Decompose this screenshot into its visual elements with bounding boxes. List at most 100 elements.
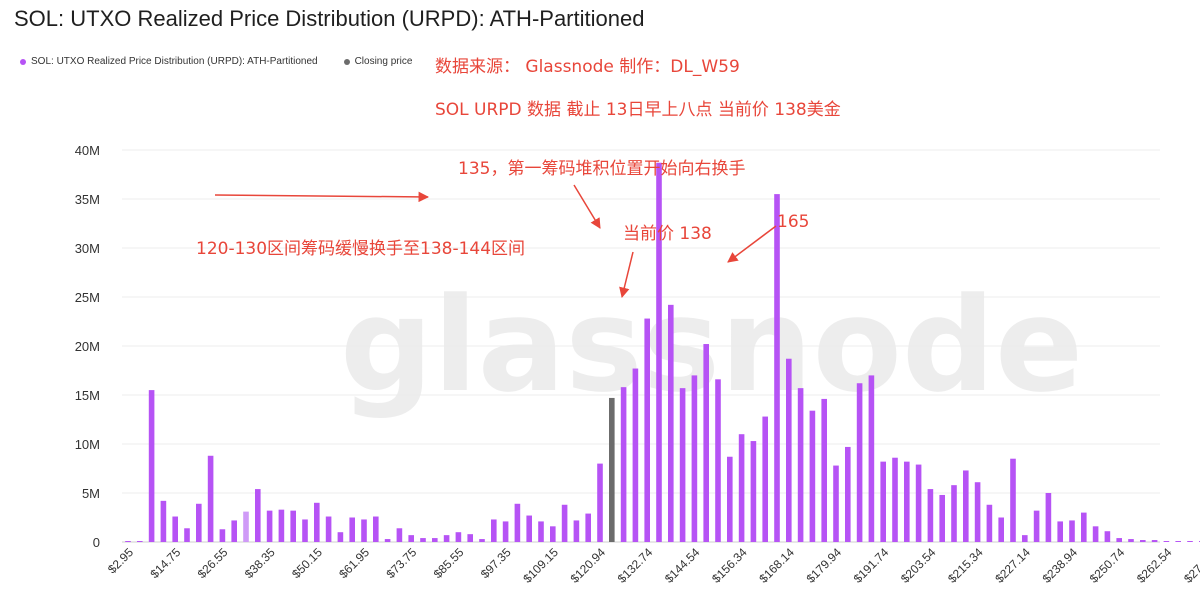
urpd-bar[interactable]: [632, 368, 639, 542]
y-tick-label: 35M: [75, 192, 100, 207]
urpd-bar[interactable]: [656, 162, 662, 543]
urpd-bar[interactable]: [148, 390, 155, 542]
urpd-bar[interactable]: [915, 464, 922, 542]
urpd-bar[interactable]: [1175, 541, 1181, 542]
urpd-bar[interactable]: [892, 457, 898, 542]
y-tick-label: 20M: [75, 339, 100, 354]
urpd-bar[interactable]: [738, 434, 745, 542]
urpd-bar[interactable]: [278, 509, 285, 542]
urpd-bar[interactable]: [550, 526, 556, 542]
urpd-bar[interactable]: [1010, 458, 1016, 542]
urpd-bar[interactable]: [172, 516, 178, 542]
urpd-bar[interactable]: [691, 375, 698, 542]
closing-price-bar[interactable]: [609, 397, 615, 542]
urpd-bar[interactable]: [786, 358, 792, 542]
urpd-bar[interactable]: [491, 519, 497, 542]
urpd-bar[interactable]: [396, 528, 403, 542]
y-tick-label: 30M: [75, 241, 100, 256]
urpd-bar[interactable]: [620, 387, 627, 542]
x-tick-label: $274.34: [1181, 545, 1200, 586]
urpd-bar[interactable]: [880, 461, 886, 542]
urpd-bar[interactable]: [373, 516, 379, 542]
urpd-bar[interactable]: [1151, 540, 1158, 542]
urpd-bar[interactable]: [668, 304, 674, 542]
urpd-bar[interactable]: [420, 538, 426, 542]
legend-item-closing-price[interactable]: Closing price: [343, 56, 412, 67]
urpd-bar[interactable]: [821, 398, 827, 542]
urpd-bar[interactable]: [502, 521, 509, 542]
urpd-bar[interactable]: [974, 482, 981, 542]
urpd-bar[interactable]: [750, 441, 757, 542]
urpd-bar[interactable]: [1187, 541, 1193, 542]
urpd-bar[interactable]: [443, 535, 450, 542]
y-tick-label: 5M: [82, 486, 100, 501]
urpd-bar[interactable]: [927, 489, 934, 542]
urpd-bar[interactable]: [963, 470, 969, 542]
urpd-bar[interactable]: [939, 494, 945, 542]
urpd-bar[interactable]: [1116, 538, 1122, 542]
urpd-bar[interactable]: [703, 344, 709, 542]
urpd-bar[interactable]: [290, 510, 296, 542]
urpd-bar[interactable]: [833, 465, 839, 542]
urpd-bar[interactable]: [1092, 526, 1099, 542]
urpd-bar[interactable]: [951, 485, 957, 542]
urpd-bar[interactable]: [207, 455, 214, 542]
urpd-bar[interactable]: [679, 388, 686, 542]
urpd-bar[interactable]: [526, 515, 532, 542]
urpd-bar[interactable]: [998, 517, 1004, 543]
urpd-bar[interactable]: [160, 500, 167, 542]
urpd-bar[interactable]: [1163, 541, 1170, 542]
urpd-bar[interactable]: [125, 541, 131, 542]
urpd-bar[interactable]: [573, 520, 580, 542]
urpd-bar[interactable]: [219, 529, 226, 542]
urpd-bar[interactable]: [302, 519, 308, 542]
urpd-bar[interactable]: [1045, 493, 1052, 542]
urpd-bar[interactable]: [337, 532, 344, 542]
urpd-bar[interactable]: [1057, 521, 1063, 542]
urpd-bar[interactable]: [561, 504, 568, 542]
legend-item-urpd[interactable]: SOL: UTXO Realized Price Distribution (U…: [20, 56, 318, 67]
urpd-bar[interactable]: [432, 538, 438, 542]
urpd-bar[interactable]: [184, 528, 190, 542]
urpd-bar[interactable]: [904, 461, 910, 542]
urpd-bar[interactable]: [644, 318, 650, 542]
urpd-bar[interactable]: [774, 194, 780, 542]
urpd-bar[interactable]: [845, 446, 851, 542]
urpd-bar[interactable]: [809, 410, 816, 542]
urpd-bar[interactable]: [196, 503, 202, 542]
urpd-bar[interactable]: [137, 541, 143, 542]
urpd-bar[interactable]: [597, 463, 603, 542]
urpd-bar[interactable]: [1104, 531, 1111, 542]
urpd-bar[interactable]: [727, 456, 733, 542]
urpd-bar[interactable]: [762, 416, 768, 542]
urpd-bar[interactable]: [538, 521, 544, 542]
urpd-bar[interactable]: [349, 517, 355, 543]
urpd-bar[interactable]: [986, 504, 993, 542]
urpd-bar[interactable]: [314, 502, 320, 542]
urpd-bar[interactable]: [1128, 539, 1134, 542]
urpd-bar[interactable]: [408, 535, 414, 542]
urpd-bar[interactable]: [868, 375, 875, 542]
urpd-bar[interactable]: [1081, 512, 1087, 542]
urpd-bar[interactable]: [479, 539, 485, 542]
urpd-bar[interactable]: [231, 520, 237, 542]
urpd-bar[interactable]: [384, 539, 391, 542]
urpd-bar[interactable]: [255, 489, 261, 542]
urpd-bar[interactable]: [856, 383, 863, 542]
urpd-bar[interactable]: [325, 516, 332, 542]
urpd-bar[interactable]: [514, 503, 521, 542]
urpd-bar[interactable]: [1022, 535, 1028, 542]
urpd-bar[interactable]: [715, 379, 721, 542]
urpd-bar[interactable]: [361, 519, 367, 542]
urpd-bar[interactable]: [266, 510, 273, 542]
urpd-bar[interactable]: [1140, 540, 1146, 542]
urpd-bar[interactable]: [1033, 510, 1040, 542]
urpd-bar[interactable]: [243, 511, 249, 542]
x-tick-label: $61.95: [336, 545, 372, 581]
x-tick-label: $132.74: [615, 545, 656, 586]
urpd-bar[interactable]: [585, 513, 591, 542]
urpd-bar[interactable]: [1069, 520, 1075, 542]
urpd-bar[interactable]: [797, 388, 804, 542]
urpd-bar[interactable]: [455, 532, 462, 542]
urpd-bar[interactable]: [467, 534, 473, 542]
